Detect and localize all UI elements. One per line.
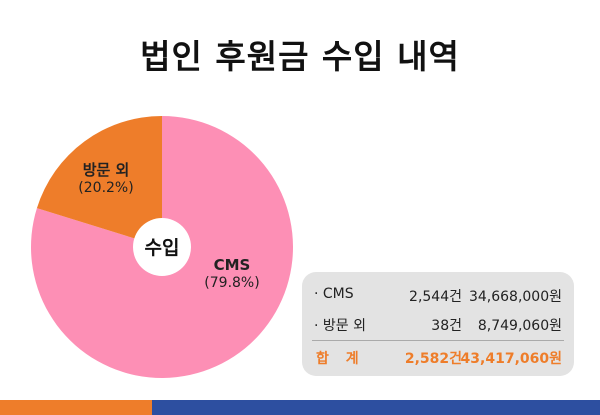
pie-slice-visit [36,116,162,247]
summary-row-cms: · CMS 2,544건 34,668,000원 [302,286,574,312]
page-title: 법인 후원금 수입 내역 [140,37,460,76]
pie-center-circle [133,218,191,276]
footer-bar-blue [152,400,600,415]
total-amount: 43,417,060원 [460,351,562,367]
row-count: 38건 [431,318,462,334]
row-count: 2,544건 [409,289,462,305]
total-name: 합 계 [316,351,365,367]
summary-row-total: 합 계 2,582건 43,417,060원 [302,348,574,374]
row-name: · CMS [314,286,354,302]
row-amount: 34,668,000원 [468,289,562,305]
total-count: 2,582건 [404,351,462,367]
summary-row-visit: · 방문 외 38건 8,749,060원 [302,315,574,341]
summary-table: · CMS 2,544건 34,668,000원 · 방문 외 38건 8,74… [302,272,574,376]
pie-center-label: 수입 [145,237,180,259]
row-name: · 방문 외 [314,318,366,334]
slice-pct-cms: (79.8%) [204,275,259,291]
summary-divider [312,340,564,341]
slice-pct-visit: (20.2%) [78,180,133,196]
slice-label-visit: 방문 외 [83,161,130,179]
slice-label-cms: CMS [214,256,251,274]
footer-bar-orange [0,400,152,415]
row-amount: 8,749,060원 [477,318,562,334]
